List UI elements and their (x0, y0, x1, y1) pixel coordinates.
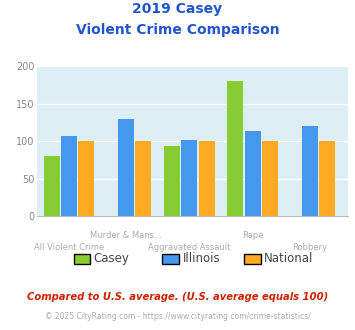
Bar (136, 141, 152, 216)
Bar (319, 141, 335, 216)
Text: Casey: Casey (94, 252, 130, 265)
Text: Compared to U.S. average. (U.S. average equals 100): Compared to U.S. average. (U.S. average … (27, 292, 328, 302)
Text: Aggravated Assault: Aggravated Assault (148, 243, 231, 252)
Bar (61, 136, 77, 216)
Bar (78, 141, 94, 216)
Bar (262, 141, 278, 216)
Text: All Violent Crime: All Violent Crime (34, 243, 104, 252)
Bar (227, 81, 244, 216)
Bar (118, 118, 134, 216)
Bar (164, 146, 180, 216)
Bar (245, 131, 261, 216)
Bar (302, 126, 318, 216)
Bar (181, 140, 197, 216)
Text: Robbery: Robbery (292, 243, 327, 252)
Text: Rape: Rape (242, 231, 263, 240)
Bar (44, 156, 60, 216)
Text: 2019 Casey: 2019 Casey (132, 2, 223, 16)
Bar (199, 141, 215, 216)
Text: National: National (264, 252, 313, 265)
Text: Illinois: Illinois (182, 252, 220, 265)
Text: Murder & Mans...: Murder & Mans... (90, 231, 162, 240)
Text: © 2025 CityRating.com - https://www.cityrating.com/crime-statistics/: © 2025 CityRating.com - https://www.city… (45, 312, 310, 321)
Text: Violent Crime Comparison: Violent Crime Comparison (76, 23, 279, 37)
